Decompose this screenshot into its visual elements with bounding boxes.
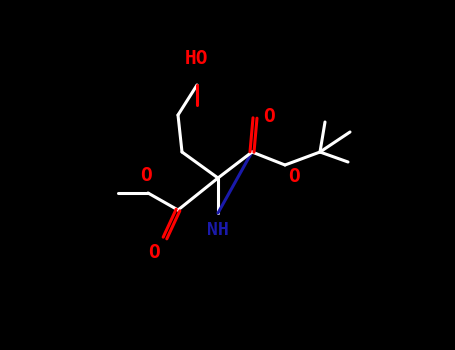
- Text: O: O: [148, 243, 160, 262]
- Text: O: O: [288, 167, 300, 186]
- Text: O: O: [140, 166, 152, 185]
- Text: O: O: [263, 106, 275, 126]
- Text: HO: HO: [185, 49, 209, 68]
- Text: NH: NH: [207, 221, 229, 239]
